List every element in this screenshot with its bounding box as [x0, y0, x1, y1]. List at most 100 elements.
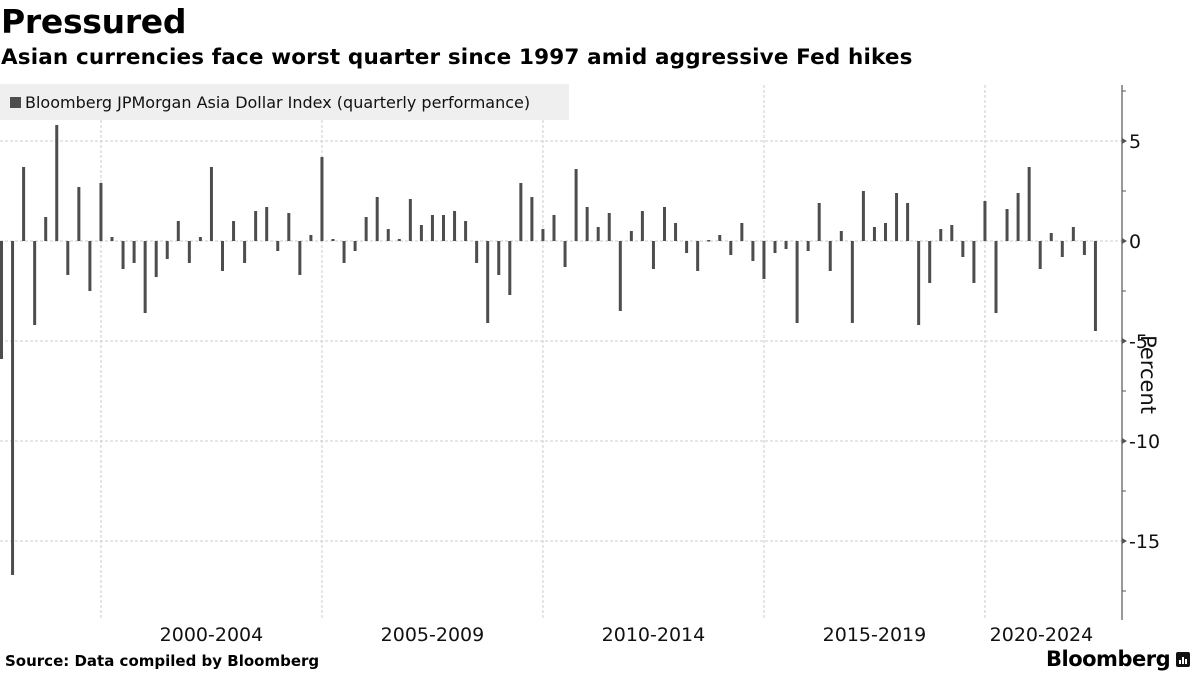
bar: [861, 191, 865, 241]
y-major-tick: [1122, 438, 1127, 444]
bar: [762, 241, 766, 279]
bar: [563, 241, 567, 267]
bar: [110, 237, 114, 241]
y-tick-label: 5: [1129, 131, 1141, 153]
bar: [629, 231, 633, 241]
bar: [961, 241, 965, 257]
bar: [342, 241, 346, 263]
bar: [66, 241, 70, 275]
bar: [464, 221, 468, 241]
bar: [287, 213, 291, 241]
chart-title: Pressured: [1, 2, 187, 41]
bar: [917, 241, 921, 325]
bar: [950, 225, 954, 241]
bar: [397, 239, 401, 241]
x-axis-labels: 2000-2004 2005-2009 2010-2014 2015-2019 2020…: [160, 624, 1094, 646]
horizontal-gridlines: [0, 140, 1122, 542]
bar: [430, 215, 434, 241]
bar: [607, 213, 611, 241]
bar: [442, 215, 445, 241]
chart-subtitle: Asian currencies face worst quarter sinc…: [1, 45, 913, 70]
bar: [353, 241, 357, 251]
bar: [618, 241, 622, 311]
bar: [651, 241, 655, 269]
bar: [209, 167, 213, 241]
bar: [784, 241, 788, 249]
bar: [1082, 241, 1086, 255]
bar: [972, 241, 976, 283]
bar: [574, 169, 578, 241]
bar: [939, 229, 943, 241]
bar: [1049, 233, 1053, 241]
bar: [486, 241, 490, 323]
bar: [983, 201, 987, 241]
y-major-tick: [1122, 538, 1127, 544]
bloomberg-chart-icon: [1176, 651, 1191, 667]
bar: [1016, 193, 1020, 241]
bar: [143, 241, 147, 313]
y-tick-label: -10: [1129, 431, 1160, 453]
bar: [806, 241, 810, 251]
x-tick-label: 2015-2019: [823, 624, 927, 646]
bar: [386, 229, 390, 241]
source-note: Source: Data compiled by Bloomberg: [5, 652, 320, 670]
bar: [740, 223, 744, 241]
bar: [707, 240, 711, 242]
bar: [906, 203, 910, 241]
bar: [22, 167, 26, 241]
bar: [265, 207, 269, 241]
bar: [88, 241, 92, 291]
bars: [0, 125, 1097, 575]
bar: [872, 227, 876, 241]
bar: [850, 241, 854, 323]
x-tick-label: 2005-2009: [381, 624, 485, 646]
bar: [99, 183, 103, 241]
bar: [994, 241, 998, 313]
bar: [596, 227, 600, 241]
bar: [276, 241, 280, 251]
bar: [453, 211, 457, 241]
bar: [1038, 241, 1042, 269]
x-tick-label: 2010-2014: [602, 624, 706, 646]
bar: [11, 241, 15, 575]
bar: [44, 217, 48, 241]
bar: [408, 199, 412, 241]
bar: [0, 241, 3, 359]
bar: [232, 221, 236, 241]
bar: [585, 207, 589, 241]
bar: [519, 183, 523, 241]
bar: [121, 241, 125, 269]
y-tick-label: -5: [1129, 331, 1148, 353]
bar: [508, 241, 512, 295]
bar: [221, 241, 224, 271]
bar: [795, 241, 799, 323]
bar: [928, 241, 932, 283]
bar: [718, 235, 722, 241]
bar: [1071, 227, 1075, 241]
x-tick-label: 2020-2024: [990, 624, 1094, 646]
bar: [33, 241, 37, 325]
bar: [674, 223, 678, 241]
vertical-gridlines: [100, 85, 986, 620]
bar: [552, 215, 556, 241]
y-tick-label: -15: [1129, 531, 1160, 553]
bar: [132, 241, 136, 263]
bar: [243, 241, 247, 263]
bar: [419, 225, 423, 241]
bar: [254, 211, 258, 241]
bar: [839, 231, 843, 241]
bar: [640, 211, 644, 241]
bar: [154, 241, 158, 277]
bar: [176, 221, 180, 241]
y-axis: 5 0 -5 -10 -15: [1121, 85, 1160, 620]
bar: [685, 241, 689, 253]
bloomberg-logo: Bloomberg: [1046, 647, 1191, 671]
bar: [530, 197, 534, 241]
bar: [475, 241, 479, 263]
bar: [187, 241, 191, 263]
y-tick-label: 0: [1129, 231, 1141, 253]
bar: [663, 207, 666, 241]
bar: [729, 241, 733, 255]
bar: [165, 241, 169, 259]
